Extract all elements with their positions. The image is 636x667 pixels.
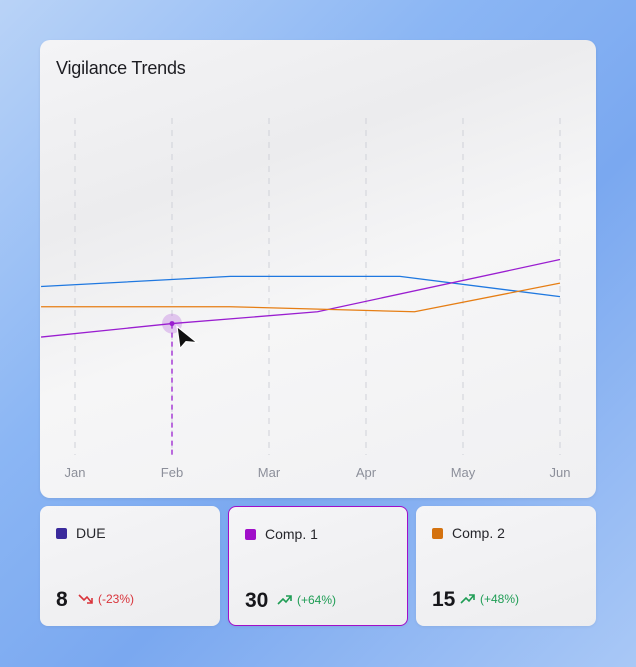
stat-label: Comp. 2 — [452, 525, 505, 541]
trend-change: (+48%) — [480, 592, 520, 606]
x-tick-label: Jan — [65, 465, 86, 480]
stat-value: 8 — [56, 588, 68, 611]
trend-down-icon — [78, 594, 93, 604]
trend-indicator: (-23%) — [78, 592, 134, 606]
chart-card: Vigilance Trends Jan Feb Mar Apr May Jun — [40, 40, 596, 498]
trend-up-icon — [277, 595, 292, 605]
stat-card-due[interactable]: DUE 8 (-23%) — [40, 506, 220, 626]
stat-card-comp-2[interactable]: Comp. 2 15 (+48%) — [416, 506, 596, 626]
x-tick-label: Feb — [161, 465, 183, 480]
highlight-point — [169, 321, 175, 327]
trend-change: (+64%) — [297, 593, 337, 607]
x-tick-label: Mar — [258, 465, 281, 480]
stat-value: 30 — [245, 589, 269, 612]
cursor-arrow-icon — [176, 325, 199, 350]
legend-swatch — [432, 528, 443, 539]
stat-label: DUE — [76, 525, 106, 541]
stat-label: Comp. 1 — [265, 526, 318, 542]
series-line-comp-2 — [41, 282, 561, 313]
legend-swatch — [56, 528, 67, 539]
series-line-comp-1 — [40, 258, 561, 338]
trend-indicator: (+64%) — [277, 593, 336, 607]
x-tick-label: Apr — [356, 465, 377, 480]
trend-indicator: (+48%) — [460, 592, 519, 606]
stat-value: 15 — [432, 588, 456, 611]
x-tick-label: Jun — [550, 465, 571, 480]
x-tick-label: May — [451, 465, 476, 480]
stat-card-comp-1[interactable]: Comp. 1 30 (+64%) — [228, 506, 408, 626]
line-chart[interactable]: Jan Feb Mar Apr May Jun — [40, 40, 596, 498]
legend-swatch — [245, 529, 256, 540]
trend-change: (-23%) — [98, 592, 135, 606]
series-line-due — [41, 275, 561, 298]
trend-up-icon — [460, 594, 475, 604]
chart-title: Vigilance Trends — [56, 58, 186, 78]
